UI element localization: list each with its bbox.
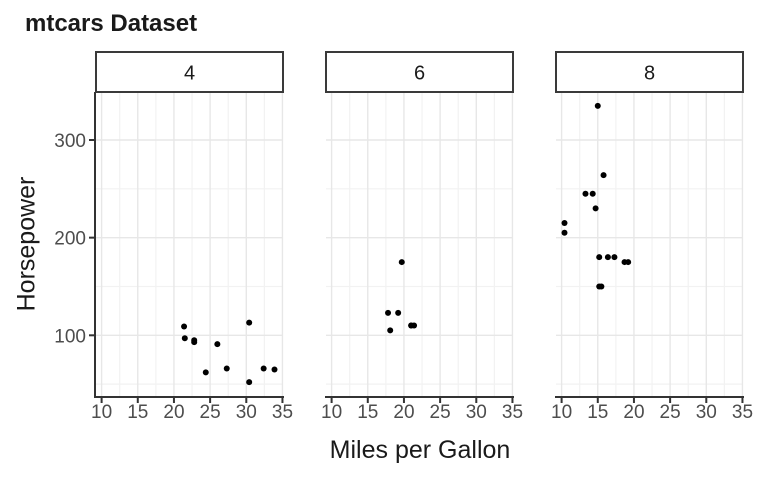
x-tick-label: 20 bbox=[623, 402, 644, 423]
data-point bbox=[385, 309, 392, 316]
panel-background bbox=[326, 92, 513, 396]
facet-strip-label: 4 bbox=[184, 63, 195, 85]
data-point bbox=[600, 172, 607, 179]
y-tick-label: 100 bbox=[54, 326, 86, 347]
x-tick-label: 25 bbox=[660, 402, 681, 423]
x-tick-label: 20 bbox=[163, 402, 184, 423]
data-point bbox=[202, 369, 209, 376]
data-point bbox=[611, 254, 618, 261]
data-point bbox=[260, 365, 267, 372]
facet-strip bbox=[95, 51, 284, 93]
data-point bbox=[582, 190, 589, 197]
data-point bbox=[398, 259, 405, 266]
data-point bbox=[592, 205, 599, 212]
plot-title: mtcars Dataset bbox=[25, 10, 198, 37]
data-point bbox=[214, 341, 221, 348]
data-point bbox=[625, 259, 632, 266]
x-tick-label: 35 bbox=[502, 402, 523, 423]
y-axis-title: Horsepower bbox=[12, 176, 41, 312]
data-point bbox=[181, 323, 188, 330]
x-tick-label: 20 bbox=[393, 402, 414, 423]
data-point bbox=[387, 327, 394, 334]
data-point bbox=[191, 337, 198, 344]
data-point bbox=[223, 365, 230, 372]
facet-strip bbox=[555, 51, 744, 93]
data-point bbox=[596, 254, 603, 261]
data-point bbox=[411, 322, 418, 329]
x-tick-label: 15 bbox=[357, 402, 378, 423]
x-tick-label: 10 bbox=[91, 402, 112, 423]
data-point bbox=[596, 283, 603, 290]
x-tick-label: 15 bbox=[587, 402, 608, 423]
x-tick-label: 30 bbox=[236, 402, 257, 423]
x-tick-label: 30 bbox=[466, 402, 487, 423]
data-point bbox=[594, 102, 601, 109]
x-tick-label: 10 bbox=[321, 402, 342, 423]
y-tick-label: 200 bbox=[54, 229, 86, 250]
data-point bbox=[561, 220, 568, 227]
data-point bbox=[246, 319, 253, 326]
data-point bbox=[181, 335, 188, 342]
x-tick-label: 25 bbox=[430, 402, 451, 423]
facet-strip bbox=[325, 51, 514, 93]
x-tick-label: 35 bbox=[272, 402, 293, 423]
x-tick-label: 15 bbox=[127, 402, 148, 423]
panel-background bbox=[556, 92, 743, 396]
panel-background bbox=[96, 92, 283, 396]
facet-strip-label: 6 bbox=[414, 63, 425, 85]
x-tick-label: 30 bbox=[696, 402, 717, 423]
data-point bbox=[561, 229, 568, 236]
x-tick-label: 25 bbox=[200, 402, 221, 423]
y-tick-label: 300 bbox=[54, 131, 86, 152]
x-tick-label: 10 bbox=[551, 402, 572, 423]
data-point bbox=[604, 254, 611, 261]
data-point bbox=[395, 309, 402, 316]
data-point bbox=[246, 379, 253, 386]
data-point bbox=[271, 366, 278, 373]
data-point bbox=[589, 190, 596, 197]
x-axis-title: Miles per Gallon bbox=[329, 436, 511, 464]
x-tick-label: 35 bbox=[732, 402, 753, 423]
facet-strip-label: 8 bbox=[644, 63, 655, 85]
